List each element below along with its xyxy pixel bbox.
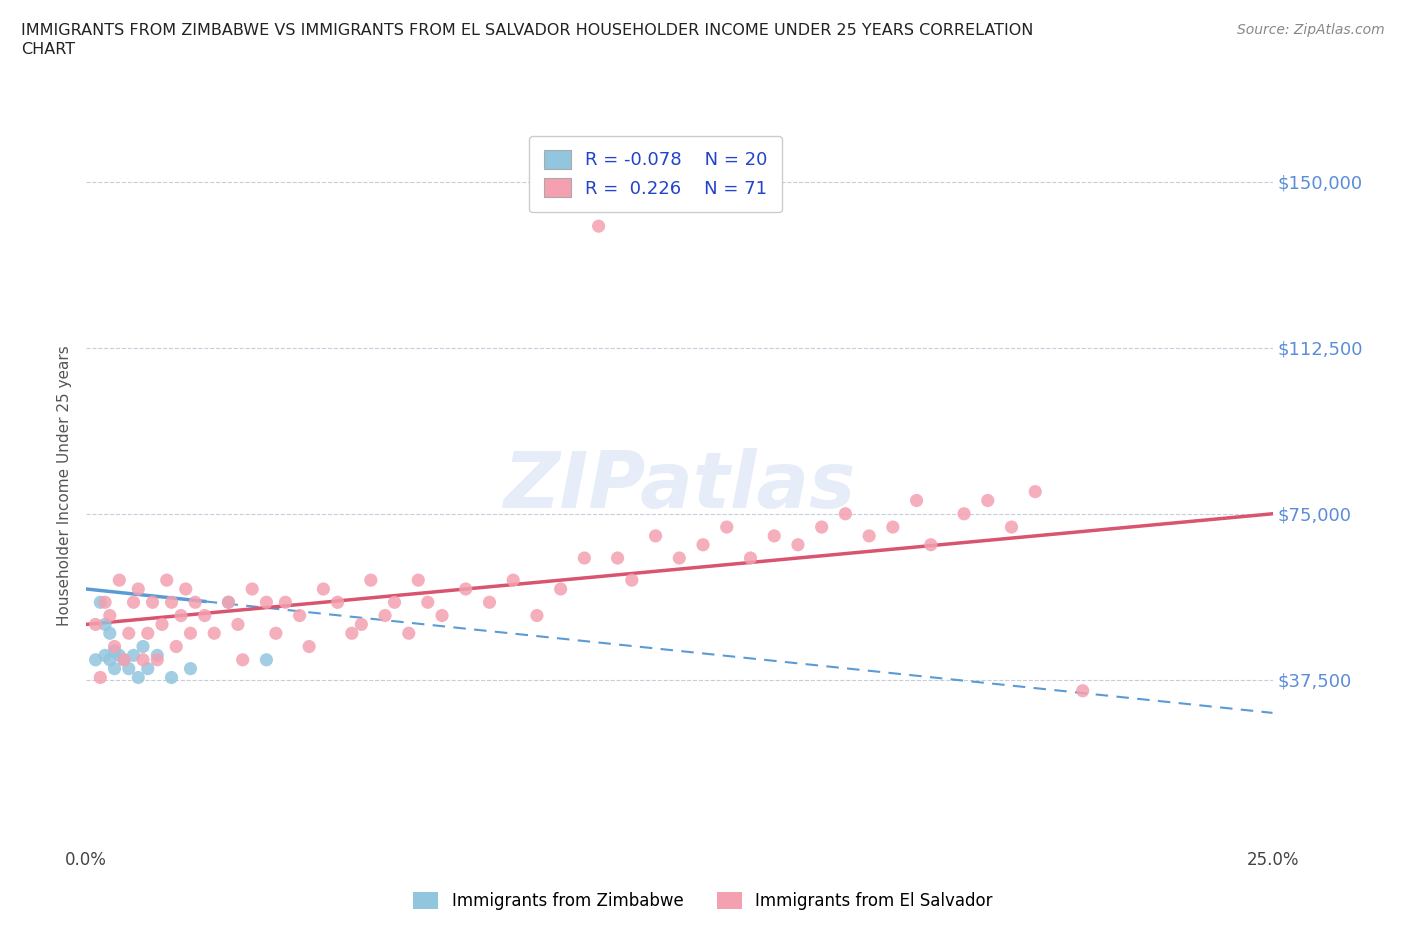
Point xyxy=(94,595,117,610)
Point xyxy=(288,608,311,623)
Point xyxy=(136,661,159,676)
Point xyxy=(834,506,856,521)
Point xyxy=(98,608,121,623)
Point xyxy=(350,617,373,631)
Point xyxy=(150,617,173,631)
Point xyxy=(108,573,131,588)
Point xyxy=(232,652,254,667)
Point xyxy=(84,617,107,631)
Point xyxy=(103,644,125,658)
Point xyxy=(179,626,201,641)
Point xyxy=(194,608,217,623)
Point xyxy=(406,573,429,588)
Point xyxy=(94,617,117,631)
Point xyxy=(146,652,169,667)
Point xyxy=(160,595,183,610)
Point xyxy=(953,506,976,521)
Point xyxy=(240,581,263,596)
Text: IMMIGRANTS FROM ZIMBABWE VS IMMIGRANTS FROM EL SALVADOR HOUSEHOLDER INCOME UNDER: IMMIGRANTS FROM ZIMBABWE VS IMMIGRANTS F… xyxy=(21,23,1033,38)
Point xyxy=(103,661,125,676)
Point xyxy=(146,648,169,663)
Point xyxy=(502,573,524,588)
Point xyxy=(882,520,904,535)
Point xyxy=(550,581,572,596)
Point xyxy=(160,670,183,684)
Point xyxy=(103,639,125,654)
Point xyxy=(574,551,596,565)
Point xyxy=(312,581,335,596)
Point xyxy=(136,626,159,641)
Point xyxy=(1071,684,1094,698)
Point xyxy=(174,581,197,596)
Point xyxy=(226,617,249,631)
Text: Source: ZipAtlas.com: Source: ZipAtlas.com xyxy=(1237,23,1385,37)
Point xyxy=(606,551,628,565)
Point xyxy=(810,520,832,535)
Point xyxy=(692,538,714,552)
Point xyxy=(122,595,145,610)
Point xyxy=(740,551,762,565)
Point xyxy=(122,648,145,663)
Point xyxy=(127,581,149,596)
Point xyxy=(1024,485,1046,499)
Y-axis label: Householder Income Under 25 years: Householder Income Under 25 years xyxy=(58,346,72,627)
Legend: Immigrants from Zimbabwe, Immigrants from El Salvador: Immigrants from Zimbabwe, Immigrants fro… xyxy=(406,885,1000,917)
Point xyxy=(384,595,406,610)
Point xyxy=(254,595,277,610)
Point xyxy=(858,528,880,543)
Point xyxy=(454,581,477,596)
Point xyxy=(977,493,1000,508)
Point xyxy=(118,626,141,641)
Point xyxy=(179,661,201,676)
Point xyxy=(398,626,420,641)
Point xyxy=(132,639,155,654)
Point xyxy=(787,538,810,552)
Point xyxy=(374,608,396,623)
Point xyxy=(184,595,207,610)
Point xyxy=(416,595,439,610)
Point xyxy=(127,670,149,684)
Point xyxy=(620,573,643,588)
Point xyxy=(763,528,786,543)
Point xyxy=(118,661,141,676)
Point xyxy=(165,639,187,654)
Point xyxy=(340,626,363,641)
Point xyxy=(141,595,163,610)
Point xyxy=(156,573,179,588)
Point xyxy=(170,608,193,623)
Point xyxy=(98,626,121,641)
Point xyxy=(217,595,239,610)
Point xyxy=(89,670,111,684)
Point xyxy=(588,219,610,233)
Point xyxy=(112,652,135,667)
Point xyxy=(430,608,453,623)
Point xyxy=(84,652,107,667)
Point xyxy=(254,652,277,667)
Point xyxy=(644,528,666,543)
Text: CHART: CHART xyxy=(21,42,75,57)
Point xyxy=(112,652,135,667)
Point xyxy=(298,639,321,654)
Point xyxy=(108,648,131,663)
Point xyxy=(94,648,117,663)
Point xyxy=(478,595,501,610)
Point xyxy=(360,573,382,588)
Point xyxy=(89,595,111,610)
Point xyxy=(1000,520,1022,535)
Point xyxy=(905,493,928,508)
Point xyxy=(202,626,225,641)
Point xyxy=(526,608,548,623)
Legend: R = -0.078    N = 20, R =  0.226    N = 71: R = -0.078 N = 20, R = 0.226 N = 71 xyxy=(529,136,782,212)
Point xyxy=(274,595,297,610)
Point xyxy=(668,551,690,565)
Point xyxy=(98,652,121,667)
Point xyxy=(716,520,738,535)
Point xyxy=(132,652,155,667)
Point xyxy=(217,595,239,610)
Text: ZIPatlas: ZIPatlas xyxy=(503,448,855,525)
Point xyxy=(326,595,349,610)
Point xyxy=(920,538,942,552)
Point xyxy=(264,626,287,641)
